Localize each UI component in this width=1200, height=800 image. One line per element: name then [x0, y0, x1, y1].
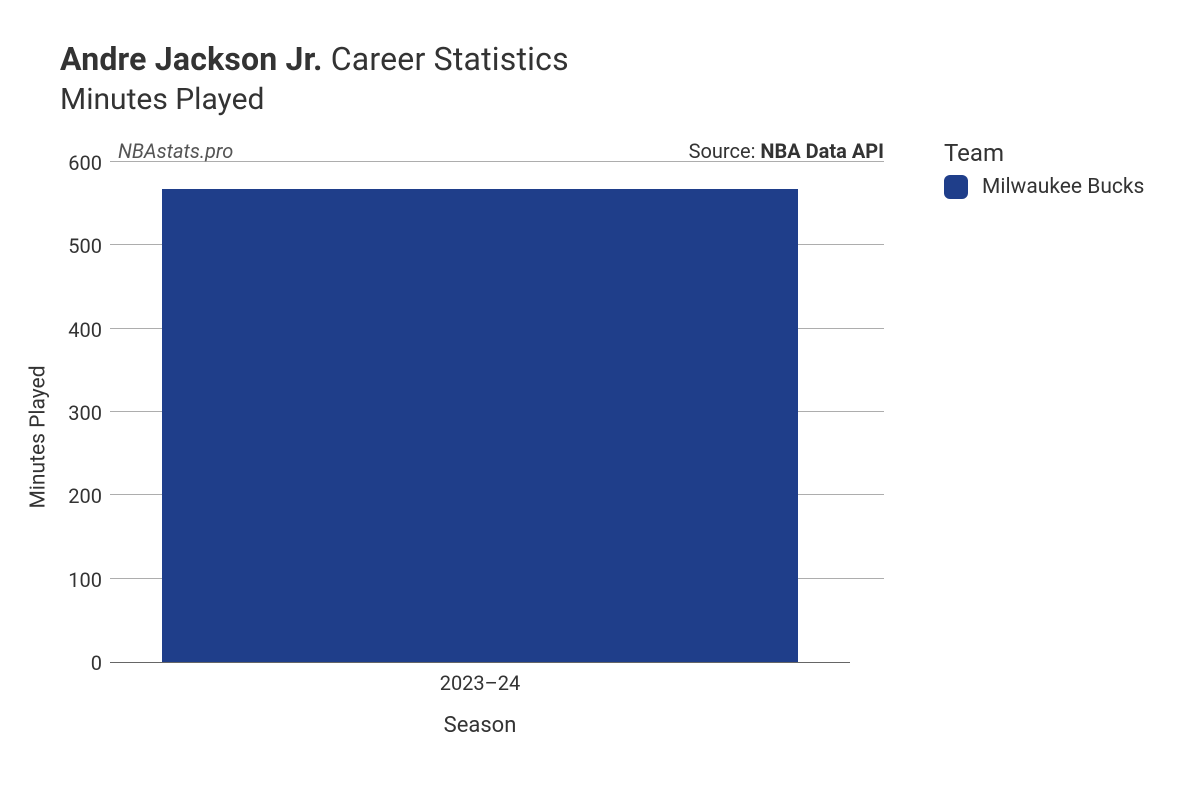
- y-axis-label-wrap: Minutes Played: [24, 135, 54, 738]
- watermark-text: NBAstats.pro: [118, 139, 233, 163]
- gridline: [110, 161, 884, 162]
- source-name: NBA Data API: [760, 139, 884, 163]
- player-name: Andre Jackson Jr.: [60, 40, 323, 78]
- title-suffix: Career Statistics: [331, 40, 569, 78]
- chart-wrap: NBAstats.pro Source: NBA Data API Minute…: [60, 135, 1150, 738]
- title-block: Andre Jackson Jr. Career Statistics Minu…: [60, 40, 1150, 117]
- legend-items: Milwaukee Bucks: [944, 175, 1144, 199]
- bars-layer: [110, 163, 850, 662]
- chart-subtitle: Minutes Played: [60, 82, 1150, 117]
- legend-title: Team: [944, 139, 1144, 167]
- bar: [162, 189, 798, 662]
- source-prefix: Source:: [689, 139, 761, 163]
- plot-column: NBAstats.pro Source: NBA Data API Minute…: [60, 135, 884, 738]
- x-axis-ticks: 2023–24: [60, 671, 850, 695]
- legend-item: Milwaukee Bucks: [944, 175, 1144, 199]
- source-attribution: Source: NBA Data API: [689, 139, 884, 163]
- plot-area: [110, 163, 850, 663]
- plot-row: Minutes Played 0100200300400500600: [60, 163, 884, 663]
- y-axis-ticks: 0100200300400500600: [60, 163, 110, 663]
- x-axis-label: Season: [60, 713, 850, 738]
- y-axis-label: Minutes Played: [27, 365, 51, 508]
- page-root: Andre Jackson Jr. Career Statistics Minu…: [0, 0, 1200, 800]
- chart-title: Andre Jackson Jr. Career Statistics: [60, 40, 1150, 78]
- legend-swatch: [944, 175, 968, 199]
- x-tick: 2023–24: [110, 671, 850, 695]
- top-annotations: NBAstats.pro Source: NBA Data API: [60, 135, 884, 163]
- legend: Team Milwaukee Bucks: [944, 139, 1144, 738]
- legend-label: Milwaukee Bucks: [982, 175, 1144, 199]
